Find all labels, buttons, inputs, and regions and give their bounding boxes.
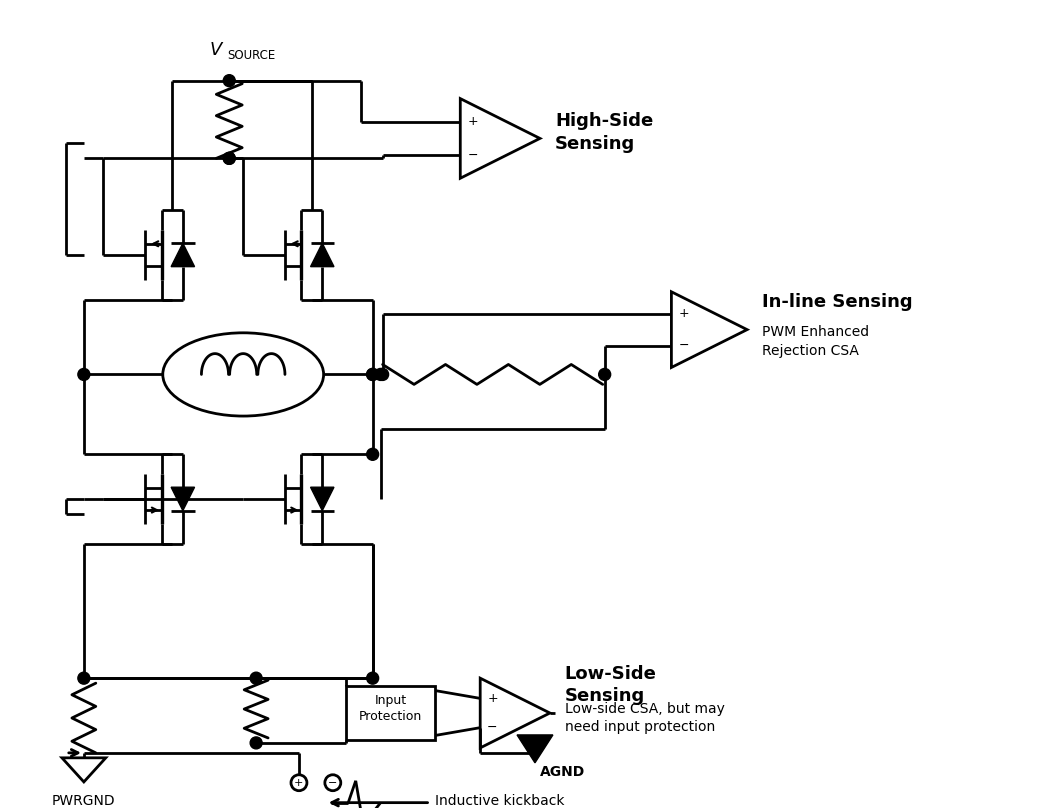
Text: Inductive kickback: Inductive kickback — [435, 794, 564, 808]
Circle shape — [367, 368, 378, 380]
Circle shape — [376, 368, 389, 380]
Text: High-Side
Sensing: High-Side Sensing — [555, 112, 653, 153]
Circle shape — [78, 672, 90, 684]
Text: PWM Enhanced
Rejection CSA: PWM Enhanced Rejection CSA — [762, 325, 869, 358]
Circle shape — [78, 368, 90, 380]
Circle shape — [251, 672, 262, 684]
Text: Low-Side
Sensing: Low-Side Sensing — [564, 665, 656, 706]
Circle shape — [367, 448, 378, 461]
Text: Low-side CSA, but may
need input protection: Low-side CSA, but may need input protect… — [564, 702, 725, 734]
Circle shape — [367, 672, 378, 684]
Text: SOURCE: SOURCE — [227, 49, 276, 62]
Polygon shape — [171, 243, 194, 267]
Circle shape — [251, 737, 262, 749]
Text: −: − — [328, 779, 337, 788]
Text: PWRGND: PWRGND — [52, 794, 115, 808]
Bar — [346, 685, 435, 740]
Text: −: − — [467, 148, 478, 161]
Polygon shape — [171, 487, 194, 511]
Text: $V$: $V$ — [209, 41, 224, 58]
Text: Input
Protection: Input Protection — [359, 693, 422, 723]
Text: +: + — [679, 307, 689, 320]
Text: −: − — [487, 721, 498, 734]
Circle shape — [223, 152, 236, 165]
Circle shape — [374, 368, 387, 380]
Text: AGND: AGND — [540, 765, 586, 779]
Circle shape — [367, 368, 378, 380]
Circle shape — [598, 368, 611, 380]
Text: −: − — [679, 339, 689, 352]
Circle shape — [223, 75, 236, 87]
Polygon shape — [311, 487, 334, 511]
Text: +: + — [467, 115, 478, 128]
Text: In-line Sensing: In-line Sensing — [762, 293, 912, 311]
Text: +: + — [294, 778, 303, 787]
Text: +: + — [487, 692, 498, 705]
Circle shape — [223, 152, 236, 165]
Polygon shape — [517, 735, 553, 763]
Polygon shape — [311, 243, 334, 267]
